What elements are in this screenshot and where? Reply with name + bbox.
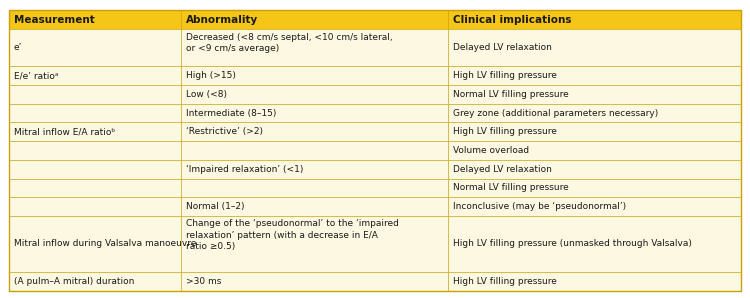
Bar xyxy=(181,66,448,85)
Text: Change of the ‘pseudonormal’ to the ‘impaired
relaxation’ pattern (with a decrea: Change of the ‘pseudonormal’ to the ‘imp… xyxy=(185,219,398,251)
Bar xyxy=(448,85,741,104)
Bar xyxy=(181,179,448,197)
Bar xyxy=(9,85,181,104)
Text: Delayed LV relaxation: Delayed LV relaxation xyxy=(453,43,551,52)
Bar xyxy=(448,141,741,160)
Bar xyxy=(9,216,181,272)
Text: (A pulm–A mitral) duration: (A pulm–A mitral) duration xyxy=(13,277,134,286)
Bar xyxy=(448,29,741,66)
Text: e’: e’ xyxy=(13,43,22,52)
Bar xyxy=(9,29,181,66)
Text: Intermediate (8–15): Intermediate (8–15) xyxy=(185,109,276,118)
Bar xyxy=(448,179,741,197)
Bar xyxy=(181,122,448,141)
Bar xyxy=(448,66,741,85)
Bar xyxy=(448,122,741,141)
Text: Abnormality: Abnormality xyxy=(185,15,258,25)
Text: High LV filling pressure (unmasked through Valsalva): High LV filling pressure (unmasked throu… xyxy=(453,239,692,248)
Text: Inconclusive (may be ‘pseudonormal’): Inconclusive (may be ‘pseudonormal’) xyxy=(453,202,626,211)
Bar xyxy=(181,216,448,272)
Bar xyxy=(181,197,448,216)
Text: Low (<8): Low (<8) xyxy=(185,90,226,99)
Bar xyxy=(181,160,448,179)
Bar xyxy=(448,160,741,179)
Bar xyxy=(448,197,741,216)
Text: Grey zone (additional parameters necessary): Grey zone (additional parameters necessa… xyxy=(453,109,658,118)
Text: High LV filling pressure: High LV filling pressure xyxy=(453,127,556,136)
Text: High LV filling pressure: High LV filling pressure xyxy=(453,277,556,286)
Text: ‘Impaired relaxation’ (<1): ‘Impaired relaxation’ (<1) xyxy=(185,165,303,174)
Bar xyxy=(181,10,448,29)
Bar xyxy=(9,160,181,179)
Bar xyxy=(181,85,448,104)
Text: Volume overload: Volume overload xyxy=(453,146,529,155)
Bar xyxy=(9,104,181,122)
Text: Measurement: Measurement xyxy=(13,15,94,25)
Text: High LV filling pressure: High LV filling pressure xyxy=(453,71,556,80)
Text: Clinical implications: Clinical implications xyxy=(453,15,572,25)
Bar xyxy=(181,29,448,66)
Bar xyxy=(9,179,181,197)
Text: E/e’ ratioᵃ: E/e’ ratioᵃ xyxy=(13,71,58,80)
Bar xyxy=(9,272,181,291)
Bar xyxy=(181,141,448,160)
Text: Normal LV filling pressure: Normal LV filling pressure xyxy=(453,90,568,99)
Text: Normal LV filling pressure: Normal LV filling pressure xyxy=(453,183,568,192)
Text: Mitral inflow E/A ratioᵇ: Mitral inflow E/A ratioᵇ xyxy=(13,127,115,136)
Bar xyxy=(448,272,741,291)
Bar xyxy=(448,216,741,272)
Text: Mitral inflow during Valsalva manoeuvre: Mitral inflow during Valsalva manoeuvre xyxy=(13,239,196,248)
Bar xyxy=(9,10,181,29)
Text: ‘Restrictive’ (>2): ‘Restrictive’ (>2) xyxy=(185,127,262,136)
Text: Normal (1–2): Normal (1–2) xyxy=(185,202,244,211)
Bar xyxy=(9,122,181,141)
Bar xyxy=(9,141,181,160)
Bar xyxy=(448,10,741,29)
Text: High (>15): High (>15) xyxy=(185,71,236,80)
Bar xyxy=(181,104,448,122)
Text: Delayed LV relaxation: Delayed LV relaxation xyxy=(453,165,551,174)
Text: Decreased (<8 cm/s septal, <10 cm/s lateral,
or <9 cm/s average): Decreased (<8 cm/s septal, <10 cm/s late… xyxy=(185,33,392,53)
Text: >30 ms: >30 ms xyxy=(185,277,221,286)
Bar xyxy=(448,104,741,122)
Bar xyxy=(9,66,181,85)
Bar xyxy=(9,197,181,216)
Bar xyxy=(181,272,448,291)
